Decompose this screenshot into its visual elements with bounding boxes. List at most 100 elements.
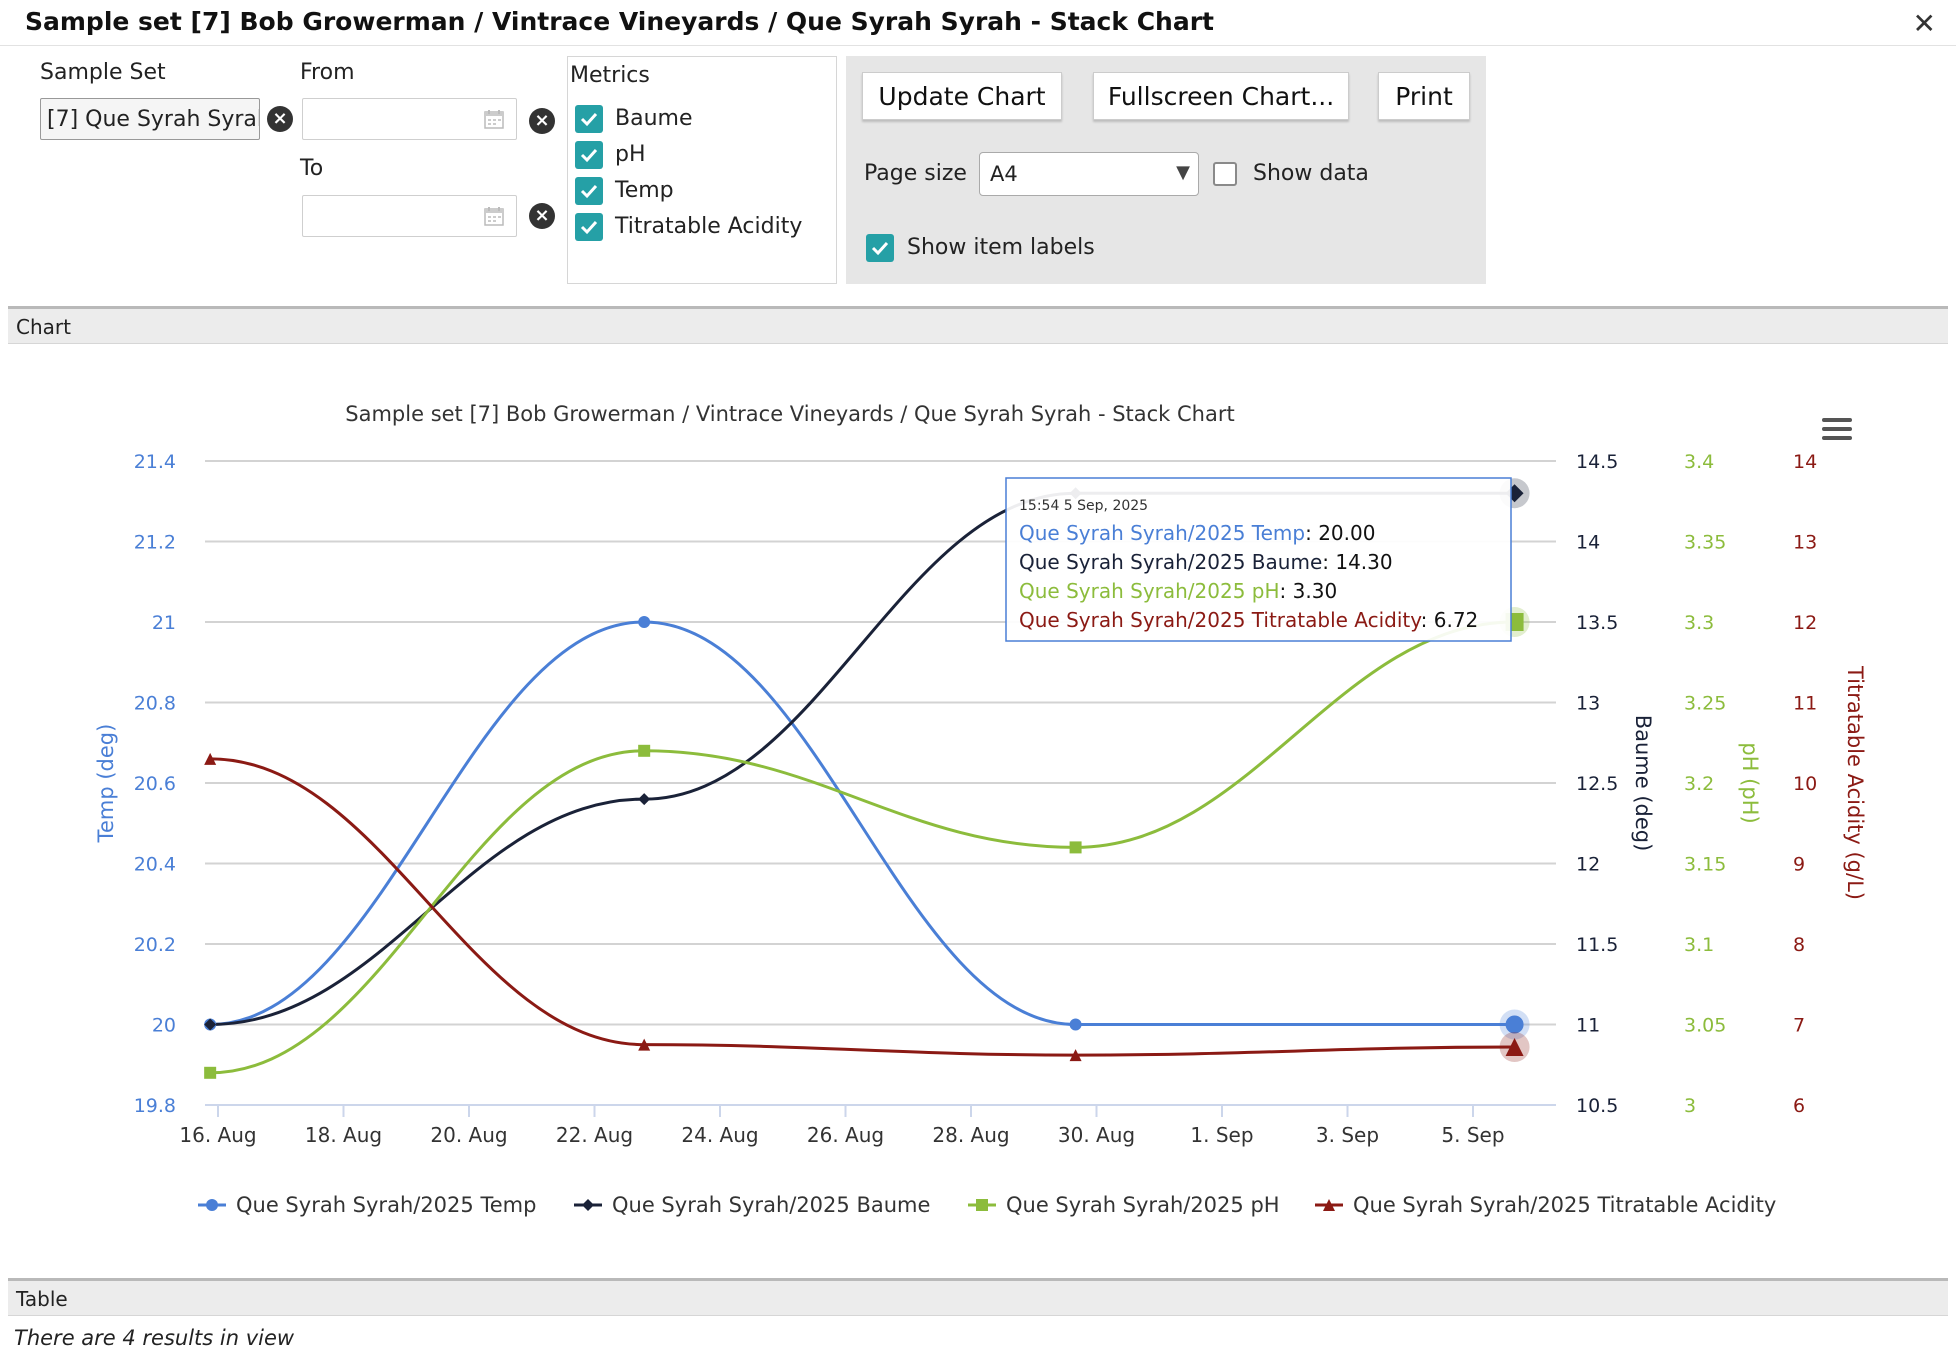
y-tick-label-baume: 12	[1576, 854, 1600, 876]
chart-section-header[interactable]: Chart	[8, 306, 1948, 344]
y-tick-label-ph: 3.1	[1684, 934, 1714, 956]
legend-item-baume[interactable]: Que Syrah Syrah/2025 Baume	[612, 1193, 930, 1217]
metrics-label: Metrics	[570, 63, 650, 88]
y-tick-label-temp: 20.2	[134, 934, 176, 956]
page-size-value: A4	[990, 162, 1018, 186]
y-tick-label-baume: 10.5	[1576, 1095, 1618, 1117]
x-tick-label: 20. Aug	[430, 1123, 507, 1147]
from-date-input[interactable]	[302, 98, 517, 140]
y-axis-title-baume: Baume (deg)	[1631, 715, 1655, 852]
data-point-temp[interactable]	[1505, 1015, 1524, 1034]
from-calendar-icon[interactable]	[483, 108, 505, 130]
y-tick-label-temp: 21.2	[134, 532, 176, 554]
y-tick-label-ta: 9	[1793, 854, 1805, 876]
x-tick-label: 24. Aug	[681, 1123, 758, 1147]
tooltip-line: Que Syrah Syrah/2025 Temp: 20.00	[1019, 521, 1375, 545]
chart-options-panel: Update Chart Fullscreen Chart... Print P…	[846, 56, 1486, 284]
y-tick-label-ta: 7	[1793, 1015, 1805, 1037]
clear-sample-set-icon[interactable]: ×	[267, 106, 293, 132]
y-tick-label-baume: 11.5	[1576, 934, 1618, 956]
y-tick-label-ph: 3.05	[1684, 1015, 1726, 1037]
to-date-input[interactable]	[302, 195, 517, 237]
page-size-select[interactable]: A4 ▼	[979, 152, 1199, 196]
metric-ta-checkbox[interactable]	[575, 213, 603, 241]
data-point-baume[interactable]	[638, 793, 651, 806]
table-section-header[interactable]: Table	[8, 1278, 1948, 1316]
metric-temp-label: Temp	[615, 178, 674, 203]
chart-area: Sample set [7] Bob Growerman / Vintrace …	[8, 348, 1948, 1278]
window-title: Sample set [7] Bob Growerman / Vintrace …	[25, 7, 1214, 36]
y-tick-label-ta: 10	[1793, 773, 1817, 795]
x-tick-label: 30. Aug	[1058, 1123, 1135, 1147]
update-chart-button[interactable]: Update Chart	[862, 72, 1062, 120]
x-tick-label: 28. Aug	[932, 1123, 1009, 1147]
tooltip-line: Que Syrah Syrah/2025 Titratable Acidity:…	[1019, 608, 1478, 632]
y-tick-label-ph: 3.3	[1684, 612, 1714, 634]
table-section-label: Table	[16, 1287, 68, 1311]
data-point-temp[interactable]	[1069, 1018, 1082, 1031]
legend-marker-baume[interactable]	[582, 1199, 594, 1211]
legend-marker-ta[interactable]	[1323, 1199, 1335, 1211]
y-tick-label-temp: 20	[152, 1015, 176, 1037]
y-axis-title-ta: Titratable Acidity (g/L)	[1843, 665, 1867, 900]
x-tick-label: 16. Aug	[179, 1123, 256, 1147]
show-item-labels-checkbox[interactable]	[866, 234, 894, 262]
show-item-labels-label: Show item labels	[907, 235, 1095, 260]
data-point-ph[interactable]	[1069, 841, 1082, 854]
data-point-ta[interactable]	[638, 1038, 651, 1051]
metric-temp-checkbox[interactable]	[575, 177, 603, 205]
fullscreen-chart-button[interactable]: Fullscreen Chart...	[1093, 72, 1349, 120]
y-axis-title-ph: pH (pH)	[1738, 742, 1762, 823]
from-label: From	[300, 60, 355, 85]
data-point-ph[interactable]	[638, 744, 651, 757]
y-tick-label-baume: 13.5	[1576, 612, 1618, 634]
data-point-temp[interactable]	[638, 616, 651, 628]
chart-section-label: Chart	[16, 315, 71, 339]
to-calendar-icon[interactable]	[483, 205, 505, 227]
y-tick-label-ta: 12	[1793, 612, 1817, 634]
legend-item-ph[interactable]: Que Syrah Syrah/2025 pH	[1006, 1193, 1280, 1217]
x-tick-label: 5. Sep	[1441, 1123, 1504, 1147]
y-tick-label-ta: 11	[1793, 693, 1817, 715]
metric-ph-checkbox[interactable]	[575, 141, 603, 169]
clear-from-date-icon[interactable]: ×	[529, 108, 555, 134]
check-icon	[580, 112, 598, 127]
y-tick-label-ta: 8	[1793, 934, 1805, 956]
y-axis-title-temp: Temp (deg)	[94, 724, 118, 844]
y-tick-label-temp: 19.8	[134, 1095, 176, 1117]
legend-item-temp[interactable]: Que Syrah Syrah/2025 Temp	[236, 1193, 536, 1217]
metric-ta-label: Titratable Acidity	[615, 214, 803, 239]
y-tick-label-ph: 3.4	[1684, 451, 1714, 473]
check-icon	[580, 148, 598, 163]
print-button[interactable]: Print	[1378, 72, 1470, 120]
data-point-baume[interactable]	[204, 1018, 217, 1031]
metric-baume-checkbox[interactable]	[575, 105, 603, 133]
x-tick-label: 3. Sep	[1316, 1123, 1379, 1147]
chart-menu-icon[interactable]	[1822, 418, 1852, 440]
sample-set-field[interactable]: [7] Que Syrah Syrah	[40, 98, 260, 140]
legend-marker-ph[interactable]	[976, 1199, 988, 1211]
y-tick-label-temp: 20.6	[134, 773, 176, 795]
y-tick-label-temp: 21.4	[134, 451, 176, 473]
clear-to-date-icon[interactable]: ×	[529, 203, 555, 229]
check-icon	[871, 241, 889, 256]
y-tick-label-temp: 20.4	[134, 854, 176, 876]
y-tick-label-temp: 20.8	[134, 693, 176, 715]
y-tick-label-ph: 3.25	[1684, 693, 1726, 715]
legend-item-ta[interactable]: Que Syrah Syrah/2025 Titratable Acidity	[1353, 1193, 1776, 1217]
data-point-ta[interactable]	[1505, 1038, 1524, 1057]
data-point-ph[interactable]	[204, 1066, 217, 1079]
chart-tooltip	[1005, 477, 1512, 642]
to-label: To	[300, 156, 324, 181]
data-point-ta[interactable]	[204, 752, 217, 765]
dropdown-arrow-icon: ▼	[1176, 162, 1190, 183]
y-tick-label-ta: 14	[1793, 451, 1817, 473]
tooltip-line: Que Syrah Syrah/2025 pH: 3.30	[1019, 579, 1337, 603]
metric-baume-label: Baume	[615, 106, 693, 131]
x-tick-label: 26. Aug	[807, 1123, 884, 1147]
show-data-checkbox[interactable]	[1213, 162, 1237, 186]
close-icon[interactable]: ✕	[1912, 7, 1936, 40]
sample-set-label: Sample Set	[40, 60, 166, 85]
legend-marker-temp[interactable]	[206, 1199, 218, 1211]
data-point-ta[interactable]	[1069, 1049, 1082, 1062]
